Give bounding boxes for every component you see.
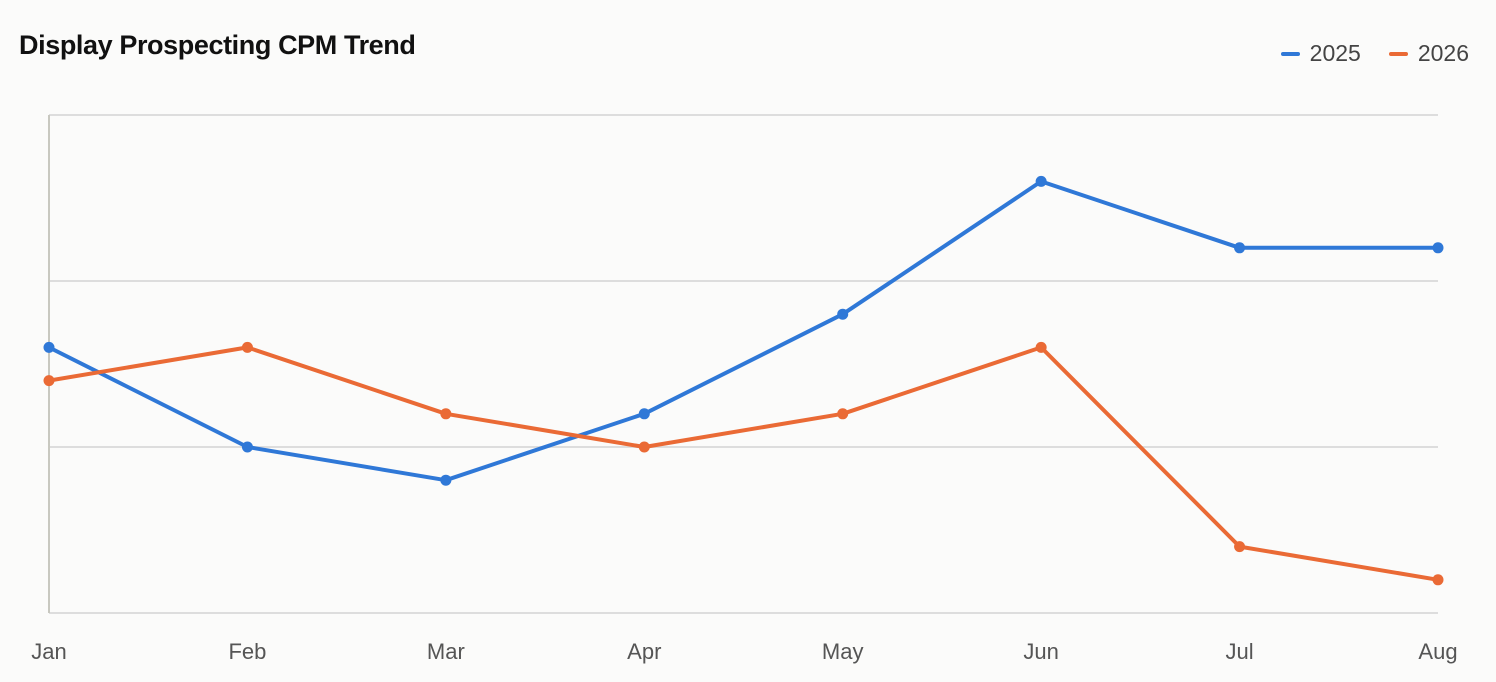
series-line-2026	[47, 345, 1440, 582]
point-2025-aug	[1432, 242, 1444, 254]
point-2026-jan	[43, 375, 55, 387]
x-tick-label-aug: Aug	[1418, 639, 1457, 664]
point-2025-mar	[440, 474, 452, 486]
legend: 2025 2026	[1280, 40, 1469, 67]
point-2026-feb	[241, 341, 253, 353]
x-tick-label-may: May	[822, 639, 864, 664]
point-2025-jan	[43, 341, 55, 353]
point-2025-apr	[638, 408, 650, 420]
x-tick-label-feb: Feb	[228, 639, 266, 664]
point-2025-feb	[241, 441, 253, 453]
point-2025-may	[837, 308, 849, 320]
legend-swatch-2026	[1388, 51, 1408, 56]
chart-title: Display Prospecting CPM Trend	[19, 30, 416, 60]
point-2026-aug	[1432, 574, 1444, 586]
point-2026-may	[837, 408, 849, 420]
point-2026-mar	[440, 408, 452, 420]
series-line-2025	[47, 179, 1440, 483]
point-2026-jul	[1234, 541, 1246, 553]
x-tick-label-jun: Jun	[1023, 639, 1058, 664]
legend-item-2026: 2026	[1388, 40, 1469, 67]
legend-label-2026: 2026	[1417, 40, 1469, 66]
x-tick-label-apr: Apr	[627, 639, 661, 664]
x-tick-label-jul: Jul	[1226, 639, 1254, 664]
point-2025-jul	[1234, 242, 1246, 254]
point-2026-apr	[638, 441, 650, 453]
point-2025-jun	[1035, 175, 1047, 187]
x-tick-label-mar: Mar	[427, 639, 465, 664]
legend-swatch-2025	[1280, 51, 1300, 56]
x-tick-label-jan: Jan	[31, 639, 66, 664]
legend-label-2025: 2025	[1309, 40, 1361, 66]
point-2026-jun	[1035, 341, 1047, 353]
legend-item-2025: 2025	[1280, 40, 1361, 67]
